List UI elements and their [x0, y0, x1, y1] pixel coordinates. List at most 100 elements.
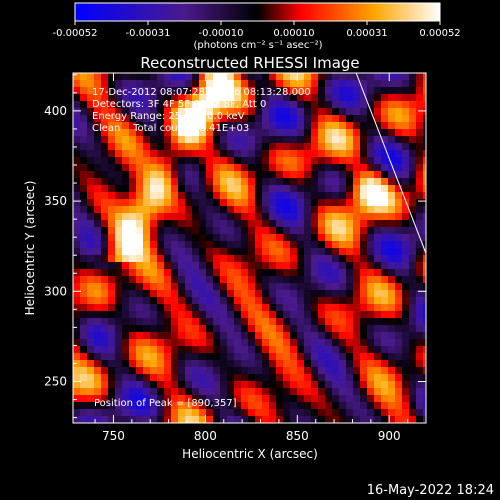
heat-cell: [395, 262, 403, 270]
heat-cell: [136, 402, 144, 410]
heat-cell: [192, 304, 200, 312]
heat-cell: [283, 213, 291, 221]
heat-cell: [318, 402, 326, 410]
heat-cell: [290, 220, 298, 228]
x-tick-label: 900: [378, 429, 401, 443]
heat-cell: [318, 101, 326, 109]
heat-cell: [248, 395, 256, 403]
heat-cell: [353, 73, 361, 81]
heat-cell: [325, 213, 333, 221]
heat-cell: [297, 157, 305, 165]
colorbar-tick-label: 0.00010: [273, 28, 314, 39]
heat-cell: [367, 192, 375, 200]
heat-cell: [94, 360, 102, 368]
heat-cell: [143, 332, 151, 340]
heat-cell: [164, 206, 172, 214]
heat-cell: [409, 129, 417, 137]
heat-cell: [416, 402, 424, 410]
heat-cell: [255, 367, 263, 375]
heat-cell: [269, 129, 277, 137]
heat-cell: [255, 409, 263, 417]
heat-cell: [374, 339, 382, 347]
heat-cell: [248, 171, 256, 179]
heat-cell: [318, 241, 326, 249]
heat-cell: [101, 213, 109, 221]
heat-cell: [220, 150, 228, 158]
heat-cell: [122, 262, 130, 270]
heat-cell: [129, 213, 137, 221]
heat-cell: [367, 115, 375, 123]
heat-cell: [150, 213, 158, 221]
heat-cell: [234, 164, 242, 172]
heat-cell: [332, 178, 340, 186]
heat-cell: [206, 290, 214, 298]
heat-cell: [108, 360, 116, 368]
heat-cell: [150, 206, 158, 214]
heat-cell: [199, 346, 207, 354]
heat-cell: [353, 129, 361, 137]
heat-cell: [374, 318, 382, 326]
heat-cell: [227, 269, 235, 277]
heat-cell: [297, 269, 305, 277]
heat-cell: [276, 94, 284, 102]
heat-cell: [381, 101, 389, 109]
heat-cell: [115, 395, 123, 403]
heat-cell: [283, 143, 291, 151]
heat-cell: [164, 248, 172, 256]
heat-cell: [164, 409, 172, 417]
heat-cell: [402, 199, 410, 207]
heat-cell: [395, 227, 403, 235]
heat-cell: [248, 150, 256, 158]
heat-cell: [248, 402, 256, 410]
heat-cell: [248, 325, 256, 333]
heat-cell: [101, 339, 109, 347]
heat-cell: [248, 304, 256, 312]
heat-cell: [101, 143, 109, 151]
heat-cell: [367, 360, 375, 368]
heat-cell: [304, 283, 312, 291]
heat-cell: [94, 164, 102, 172]
heat-cell: [136, 339, 144, 347]
heat-cell: [395, 73, 403, 81]
heat-cell: [360, 220, 368, 228]
heat-cell: [150, 122, 158, 130]
heat-cell: [290, 136, 298, 144]
heat-cell: [297, 339, 305, 347]
heat-cell: [171, 395, 179, 403]
heat-cell: [220, 213, 228, 221]
heat-cell: [171, 325, 179, 333]
heat-cell: [332, 94, 340, 102]
heat-cell: [101, 178, 109, 186]
heat-cell: [339, 395, 347, 403]
heat-cell: [129, 325, 137, 333]
heat-cell: [353, 325, 361, 333]
heat-cell: [157, 157, 165, 165]
heat-cell: [241, 185, 249, 193]
heat-cell: [213, 346, 221, 354]
heat-cell: [213, 122, 221, 130]
heat-cell: [374, 297, 382, 305]
heat-cell: [108, 318, 116, 326]
heat-cell: [157, 101, 165, 109]
heat-cell: [283, 164, 291, 172]
heat-cell: [416, 220, 424, 228]
heat-cell: [318, 276, 326, 284]
heat-cell: [192, 409, 200, 417]
heat-cell: [339, 157, 347, 165]
heat-cell: [101, 318, 109, 326]
heat-cell: [213, 374, 221, 382]
heat-cell: [332, 192, 340, 200]
heat-cell: [318, 248, 326, 256]
heat-cell: [129, 94, 137, 102]
heat-cell: [87, 332, 95, 340]
heat-cell: [423, 381, 426, 389]
heat-cell: [402, 178, 410, 186]
heat-cell: [311, 269, 319, 277]
heat-cell: [262, 332, 270, 340]
heat-cell: [80, 276, 88, 284]
heat-cell: [143, 101, 151, 109]
heat-cell: [234, 192, 242, 200]
heat-cell: [290, 255, 298, 263]
heat-cell: [185, 381, 193, 389]
heat-cell: [276, 374, 284, 382]
